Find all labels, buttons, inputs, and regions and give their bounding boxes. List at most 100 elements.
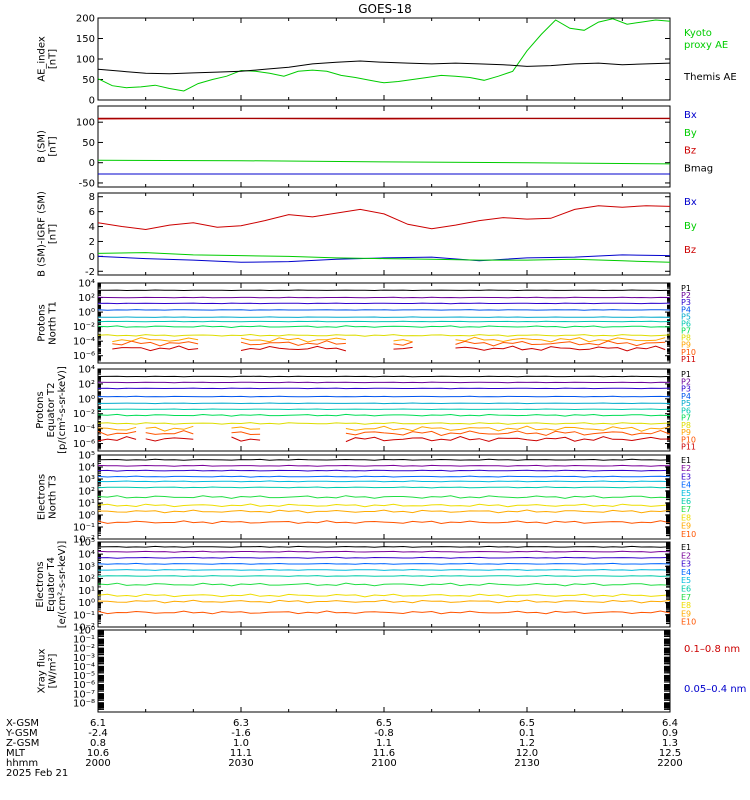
xaxis-value: 6.5 bbox=[519, 718, 535, 729]
protonsE-series-p6 bbox=[98, 408, 670, 411]
bsm-series-by bbox=[98, 159, 670, 165]
bigrf-panel: -2 0 2 4 6 8 B (SM)-IGRF (SM) [nT] Bx By Bz bbox=[37, 191, 697, 278]
xray-ytick-label: 10⁻³ bbox=[73, 653, 95, 664]
bsm-ytick-label: 0 bbox=[89, 158, 95, 169]
bsm-legend-1: By bbox=[684, 128, 697, 139]
protonsN-legend-p7: P7 bbox=[681, 327, 691, 336]
bigrf-frame bbox=[97, 192, 671, 276]
protonsN-series-p1 bbox=[98, 289, 670, 292]
protonsN-series-p11 bbox=[112, 345, 199, 352]
xaxis-value: 1.3 bbox=[662, 738, 678, 749]
protonsE-series-p10 bbox=[231, 431, 261, 436]
bsm-ylabel: B (SM) bbox=[37, 130, 48, 163]
protonsE-series-p11 bbox=[145, 437, 194, 442]
electronsN-legend-e4: E4 bbox=[681, 481, 691, 490]
bigrf-series-bx bbox=[98, 254, 670, 263]
electronsN-ytick-label: 10⁰ bbox=[78, 511, 95, 522]
xray-ytick-label: 10⁰ bbox=[78, 626, 95, 637]
electronsN-legend-e8: E8 bbox=[681, 513, 691, 522]
electronsE-ytick-label: 10⁻¹ bbox=[73, 610, 95, 621]
electronsN-series-e9 bbox=[98, 509, 670, 514]
protonsE-legend-p5: P5 bbox=[681, 399, 691, 408]
protonsN-ytick-label: 10⁻⁶ bbox=[73, 351, 95, 362]
protonsE-series-p11 bbox=[98, 436, 137, 442]
ae-legend-2: Themis AE bbox=[683, 72, 737, 83]
electronsE-series-e8 bbox=[98, 593, 670, 598]
protonsE-ylabel: [p/(cm²-s-sr-keV)] bbox=[57, 366, 68, 454]
xaxis-value: 6.3 bbox=[233, 718, 249, 729]
electronsN-ytick-label: 10⁴ bbox=[78, 463, 95, 474]
electronsN-series-e8 bbox=[98, 503, 670, 508]
protonsN-ytick-label: 10⁴ bbox=[78, 279, 95, 290]
protonsN-legend-p9: P9 bbox=[681, 341, 691, 350]
xaxis-row-label: MLT bbox=[6, 748, 26, 759]
electronsN-legend-e3: E3 bbox=[681, 472, 691, 481]
xaxis-row-label: Z-GSM bbox=[6, 738, 39, 749]
bigrf-ytick-label: 0 bbox=[89, 252, 95, 263]
bsm-legend-0: Bx bbox=[684, 110, 697, 121]
xaxis-value: 0.9 bbox=[662, 728, 678, 739]
protonsE-ylabel: Protons bbox=[35, 391, 46, 428]
electronsE-series-e1 bbox=[98, 545, 670, 548]
ae-ylabel: [nT] bbox=[48, 49, 59, 69]
electronsE-legend-e2: E2 bbox=[681, 551, 691, 560]
xaxis-value: 2030 bbox=[228, 758, 253, 769]
protonsE-ytick-label: 10⁰ bbox=[78, 394, 95, 405]
electronsE-legend-e3: E3 bbox=[681, 560, 691, 569]
protonsN-series-p11 bbox=[455, 345, 666, 352]
electronsE-ytick-label: 10⁻² bbox=[73, 623, 95, 634]
electronsE-ylabel: Equator T4 bbox=[46, 557, 57, 612]
xaxis-value: 6.5 bbox=[376, 718, 392, 729]
electronsN-series-e2 bbox=[98, 464, 670, 467]
electronsE-data bbox=[98, 542, 670, 625]
ae-data bbox=[98, 18, 670, 92]
xray-ytick-label: 10⁻⁸ bbox=[73, 698, 95, 709]
ae-legend-0: Kyoto bbox=[684, 28, 712, 39]
protonsN-panel: 10⁴ 10² 10⁰ 10⁻² 10⁻⁴ 10⁻⁶ Protons North T1 P1P2… bbox=[37, 279, 697, 364]
electronsN-legend-e7: E7 bbox=[681, 505, 691, 514]
protonsE-series-p2 bbox=[98, 381, 670, 384]
electronsE-ytick-label: 10⁴ bbox=[78, 550, 95, 561]
protonsE-series-p9 bbox=[145, 425, 194, 432]
ae-ytick-label: 100 bbox=[76, 55, 95, 66]
ae-ytick-label: 200 bbox=[76, 14, 95, 25]
xaxis-row-label: hhmm bbox=[6, 758, 38, 769]
protonsN-series-p9 bbox=[393, 339, 413, 343]
protonsE-ytick-label: 10⁴ bbox=[78, 365, 95, 376]
electronsE-series-e10 bbox=[98, 610, 670, 615]
bsm-legend-2: Bz bbox=[684, 146, 696, 157]
bigrf-ylabel: B (SM)-IGRF (SM) bbox=[37, 191, 48, 277]
protonsN-legend-p5: P5 bbox=[681, 312, 691, 321]
protonsN-series-p3 bbox=[98, 302, 670, 305]
protonsE-series-p11 bbox=[231, 436, 261, 442]
bigrf-legend-1: By bbox=[684, 221, 697, 232]
protonsN-legend-p11: P11 bbox=[681, 355, 696, 364]
bigrf-ylabel: [nT] bbox=[48, 224, 59, 244]
xray-ytick-label: 10⁻⁵ bbox=[73, 671, 95, 682]
xray-data bbox=[98, 630, 670, 710]
xaxis-value: 6.4 bbox=[662, 718, 678, 729]
protonsN-legend-p8: P8 bbox=[681, 334, 691, 343]
electronsN-series-e1 bbox=[98, 458, 670, 461]
protonsN-legend-p3: P3 bbox=[681, 298, 691, 307]
electronsE-legend-e7: E7 bbox=[681, 593, 691, 602]
protonsE-ylabel: Equator T2 bbox=[46, 383, 57, 438]
xaxis-value: 2100 bbox=[371, 758, 396, 769]
xaxis-value: 11.1 bbox=[230, 748, 252, 759]
electronsE-series-e4 bbox=[98, 562, 670, 565]
protonsE-legend-p11: P11 bbox=[681, 443, 696, 452]
figure-title: GOES-18 bbox=[358, 2, 412, 16]
protonsN-ytick-label: 10⁰ bbox=[78, 308, 95, 319]
xaxis-value: 2000 bbox=[85, 758, 110, 769]
electronsN-ytick-label: 10¹ bbox=[78, 499, 95, 510]
protonsE-ytick-label: 10² bbox=[78, 379, 95, 390]
electronsE-legend-e4: E4 bbox=[681, 568, 691, 577]
xaxis-value: 0.8 bbox=[90, 738, 106, 749]
xaxis-row-label: X-GSM bbox=[6, 718, 39, 729]
xaxis-row-label: Y-GSM bbox=[5, 728, 38, 739]
electronsN-series-e10 bbox=[98, 520, 670, 525]
protonsN-series-p9 bbox=[240, 337, 346, 343]
protonsE-series-p4 bbox=[98, 395, 670, 398]
xray-legend-0: 0.1–0.8 nm bbox=[684, 644, 740, 655]
